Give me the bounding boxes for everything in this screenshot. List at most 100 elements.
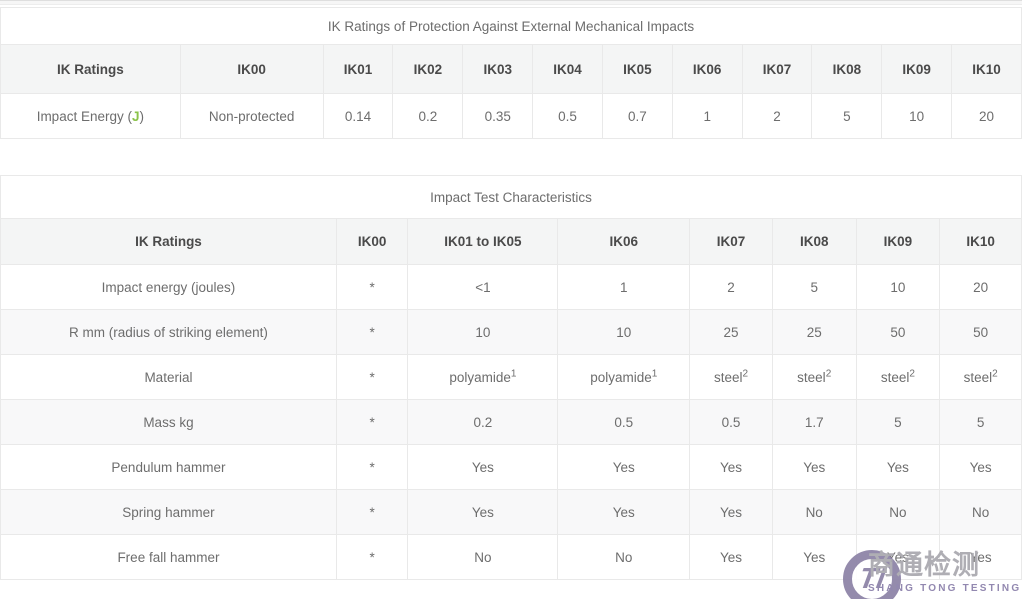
table-cell: 25 — [689, 309, 773, 355]
table-cell: * — [335, 354, 409, 400]
row-label: Material — [0, 354, 337, 400]
table-cell: 0.2 — [392, 93, 464, 139]
table-cell: * — [335, 489, 409, 535]
header-cell: IK04 — [532, 44, 603, 94]
header-cell: IK08 — [771, 218, 857, 265]
table-spacer — [0, 139, 1022, 175]
table-cell: 0.2 — [407, 399, 559, 445]
table-cell: steel2 — [771, 354, 857, 400]
row-label-impact-energy: Impact Energy (J) — [0, 93, 181, 139]
table-cell: 1 — [557, 264, 691, 310]
table-cell: * — [335, 444, 409, 490]
table-row: Free fall hammer * No No Yes Yes Yes Yes — [0, 534, 1022, 580]
table-header-row: IK Ratings IK00 IK01 IK02 IK03 IK04 IK05… — [0, 44, 1022, 94]
table-cell: steel2 — [939, 354, 1022, 400]
table-cell: 50 — [855, 309, 941, 355]
table-cell: 5 — [855, 399, 941, 445]
table-cell: polyamide1 — [407, 354, 559, 400]
table-cell: 0.5 — [557, 399, 691, 445]
unit-joule: J — [131, 108, 140, 124]
row-label: Impact energy (joules) — [0, 264, 337, 310]
row-label: Mass kg — [0, 399, 337, 445]
label-text: ) — [139, 108, 145, 124]
row-label: R mm (radius of striking element) — [0, 309, 337, 355]
table-cell: Yes — [939, 444, 1022, 490]
table-cell: Yes — [771, 444, 857, 490]
header-cell: IK02 — [392, 44, 464, 94]
table-cell: 0.7 — [601, 93, 673, 139]
table-cell: Yes — [689, 489, 773, 535]
table-cell: 0.5 — [532, 93, 603, 139]
table-cell: 10 — [557, 309, 691, 355]
label-text: Impact Energy ( — [36, 108, 132, 124]
header-cell: IK00 — [179, 44, 324, 94]
header-cell: IK08 — [811, 44, 883, 94]
table-cell: Yes — [689, 444, 773, 490]
table-row: R mm (radius of striking element) * 10 1… — [0, 309, 1022, 355]
header-cell: IK03 — [462, 44, 534, 94]
table-cell: * — [335, 264, 409, 310]
table-cell: 1 — [671, 93, 743, 139]
table-cell: 5 — [771, 264, 857, 310]
table-row: Impact energy (joules) * <1 1 2 5 10 20 — [0, 264, 1022, 310]
table-cell: 0.14 — [322, 93, 394, 139]
table-row: Mass kg * 0.2 0.5 0.5 1.7 5 5 — [0, 399, 1022, 445]
header-cell: IK00 — [335, 218, 409, 265]
table-cell: steel2 — [689, 354, 773, 400]
row-label: Spring hammer — [0, 489, 337, 535]
header-cell: IK07 — [741, 44, 813, 94]
table-cell: Yes — [407, 489, 559, 535]
table-row: Spring hammer * Yes Yes Yes No No No — [0, 489, 1022, 535]
table-header-row: IK Ratings IK00 IK01 to IK05 IK06 IK07 I… — [0, 218, 1022, 265]
table-cell: 20 — [951, 93, 1022, 139]
ik-ratings-table: IK Ratings of Protection Against Externa… — [0, 7, 1022, 139]
table-cell: 25 — [771, 309, 857, 355]
header-cell: IK01 — [322, 44, 394, 94]
table-cell: Yes — [689, 534, 773, 580]
row-label: Pendulum hammer — [0, 444, 337, 490]
table-cell: 5 — [811, 93, 883, 139]
table-cell: 10 — [407, 309, 559, 355]
table-cell: Yes — [557, 489, 691, 535]
table-cell: Yes — [855, 444, 941, 490]
table-cell: No — [855, 489, 941, 535]
header-cell: IK Ratings — [0, 44, 181, 94]
table-cell: <1 — [407, 264, 559, 310]
table-cell: Yes — [939, 534, 1022, 580]
header-cell: IK10 — [951, 44, 1022, 94]
table-cell: No — [557, 534, 691, 580]
table-cell: Non-protected — [179, 93, 324, 139]
table-title-row: Impact Test Characteristics — [0, 175, 1022, 219]
table-cell: Yes — [855, 534, 941, 580]
table-cell: * — [335, 534, 409, 580]
table-cell: * — [335, 399, 409, 445]
table-cell: 2 — [689, 264, 773, 310]
table-cell: 0.5 — [689, 399, 773, 445]
table-cell: steel2 — [855, 354, 941, 400]
table-cell: Yes — [557, 444, 691, 490]
header-cell: IK01 to IK05 — [407, 218, 559, 265]
table-cell: Yes — [771, 534, 857, 580]
impact-test-table: Impact Test Characteristics IK Ratings I… — [0, 175, 1022, 580]
table2-title: Impact Test Characteristics — [0, 175, 1022, 219]
table-cell: No — [407, 534, 559, 580]
row-label: Free fall hammer — [0, 534, 337, 580]
top-divider — [0, 0, 1022, 5]
table-cell: 2 — [741, 93, 813, 139]
table-cell: 5 — [939, 399, 1022, 445]
table-cell: 0.35 — [462, 93, 534, 139]
table-cell: 50 — [939, 309, 1022, 355]
table-title-row: IK Ratings of Protection Against Externa… — [0, 7, 1022, 45]
table-cell: No — [939, 489, 1022, 535]
table-cell: polyamide1 — [557, 354, 691, 400]
table-cell: 10 — [881, 93, 953, 139]
header-cell: IK10 — [939, 218, 1022, 265]
header-cell: IK07 — [689, 218, 773, 265]
header-cell: IK06 — [557, 218, 691, 265]
watermark-english-text: SHANG TONG TESTING — [868, 583, 1022, 594]
table-row: Material * polyamide1 polyamide1 steel2 … — [0, 354, 1022, 400]
table-cell: 20 — [939, 264, 1022, 310]
header-cell: IK06 — [671, 44, 743, 94]
table-cell: 10 — [855, 264, 941, 310]
